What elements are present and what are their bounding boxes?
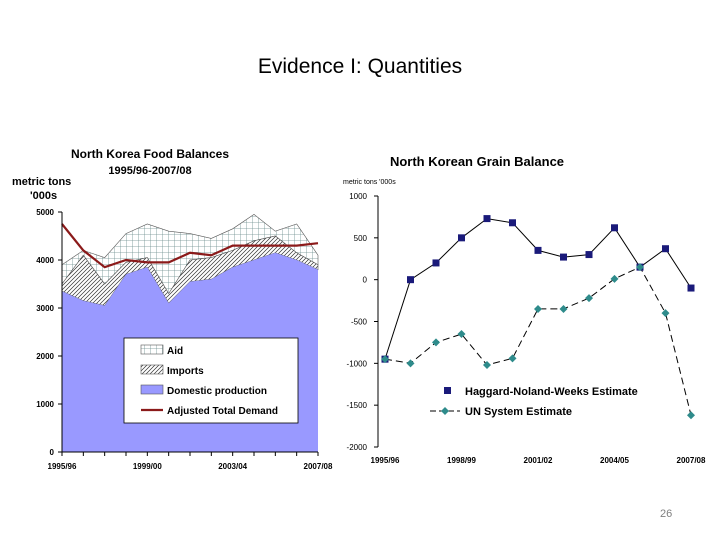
grain-balance-y-tick-label: -1500	[347, 401, 368, 410]
grain-balance-y-tick-label: 0	[363, 276, 368, 285]
slide-title: Evidence I: Quantities	[257, 55, 463, 78]
un-point	[381, 355, 389, 364]
food-balances-y-tick-label: 0	[50, 448, 55, 457]
food-balances-title: North Korea Food Balances	[71, 147, 229, 161]
food-balances-y-axis-label: metric tons '000s	[12, 176, 71, 202]
grain-balance-y-tick-label: 1000	[349, 192, 367, 201]
food-balances-y-tick-label: 2000	[36, 352, 54, 361]
grain-balance-x-tick-label: 2001/02	[524, 456, 553, 465]
grain-balance-plot-area	[381, 215, 695, 420]
un-point	[483, 361, 491, 370]
un-point	[610, 274, 619, 283]
food-balances-x-tick-label: 1995/96	[48, 462, 77, 471]
legend-label-imports: Imports	[167, 366, 204, 377]
legend-swatch-imports	[140, 364, 164, 375]
hnw-point	[611, 224, 618, 232]
hnw-point	[687, 284, 695, 292]
grain-balance-axes: -2000 -1500 -1000 -500 0 500 1000 1995/96 1998/9…	[347, 192, 706, 465]
grain-balance-y-tick-label: -500	[351, 318, 368, 327]
food-balances-y-axis-label-line: metric tons	[12, 176, 71, 188]
grain-balance-title: North Korean Grain Balance	[390, 154, 564, 169]
hnw-point	[509, 219, 516, 227]
food-balances-axes: 0 1000 2000 3000 4000 5000 1995/96 1999/00 2003/…	[36, 208, 333, 471]
hnw-point	[662, 245, 669, 253]
food-balances-y-tick-label: 1000	[36, 400, 54, 409]
grain-balance-x-tick-label: 1998/99	[447, 456, 476, 465]
food-balances-chart: North Korea Food Balances 1995/96-2007/0…	[12, 147, 333, 471]
grain-balance-y-tick-label: 500	[354, 234, 368, 243]
un-point	[661, 309, 670, 318]
legend-label-aid: Aid	[167, 346, 183, 357]
food-balances-y-axis-label-line: '000s	[30, 190, 57, 202]
grain-balance-legend: Haggard-Noland-Weeks Estimate UN System E…	[430, 386, 638, 418]
food-balances-y-tick-label: 5000	[36, 208, 54, 217]
food-balances-subtitle: 1995/96-2007/08	[108, 165, 191, 177]
un-point	[432, 338, 440, 347]
grain-balance-x-tick-label: 1995/96	[371, 456, 400, 465]
hnw-series-line	[384, 218, 692, 360]
hnw-point	[458, 234, 465, 242]
hnw-point	[585, 251, 593, 259]
grain-balance-y-axis-label: metric tons '000s	[343, 179, 396, 186]
food-balances-y-tick-label: 3000	[36, 304, 54, 313]
food-balances-legend: Aid Imports Domestic production Adjusted To…	[123, 337, 299, 424]
un-point	[406, 359, 415, 368]
food-balances-x-tick-label: 2007/08	[304, 462, 333, 471]
un-point	[559, 304, 568, 313]
grain-balance-chart: North Korean Grain Balance metric tons '…	[343, 154, 706, 465]
grain-balance-x-tick-label: 2004/05	[600, 456, 629, 465]
legend-swatch-aid	[140, 344, 164, 355]
hnw-point	[560, 253, 567, 261]
grain-balance-x-tick-label: 2007/08	[677, 456, 706, 465]
un-point	[636, 263, 644, 272]
grain-balance-y-tick-label: -2000	[347, 443, 368, 452]
legend-label-domestic: Domestic production	[167, 386, 267, 397]
hnw-point	[534, 246, 542, 254]
un-point	[687, 411, 695, 420]
un-point	[585, 294, 593, 303]
adjusted-total-demand-line	[61, 223, 319, 269]
food-balances-x-tick-label: 2003/04	[218, 462, 247, 471]
legend-swatch-domestic	[140, 384, 164, 395]
legend-swatch-un	[441, 407, 449, 415]
hnw-point	[432, 259, 440, 267]
legend-label-hnw: Haggard-Noland-Weeks Estimate	[465, 386, 638, 398]
un-point	[508, 354, 517, 363]
page-number: 26	[660, 508, 673, 520]
grain-balance-y-tick-label: -1000	[347, 359, 368, 368]
legend-label-un: UN System Estimate	[465, 406, 572, 418]
un-point	[534, 304, 542, 313]
food-balances-x-tick-label: 1999/00	[133, 462, 162, 471]
un-point	[457, 330, 466, 339]
food-balances-y-tick-label: 4000	[36, 256, 54, 265]
legend-label-demand: Adjusted Total Demand	[167, 406, 278, 417]
hnw-point	[407, 276, 414, 284]
legend-swatch-hnw	[444, 387, 451, 394]
hnw-point	[483, 215, 491, 223]
